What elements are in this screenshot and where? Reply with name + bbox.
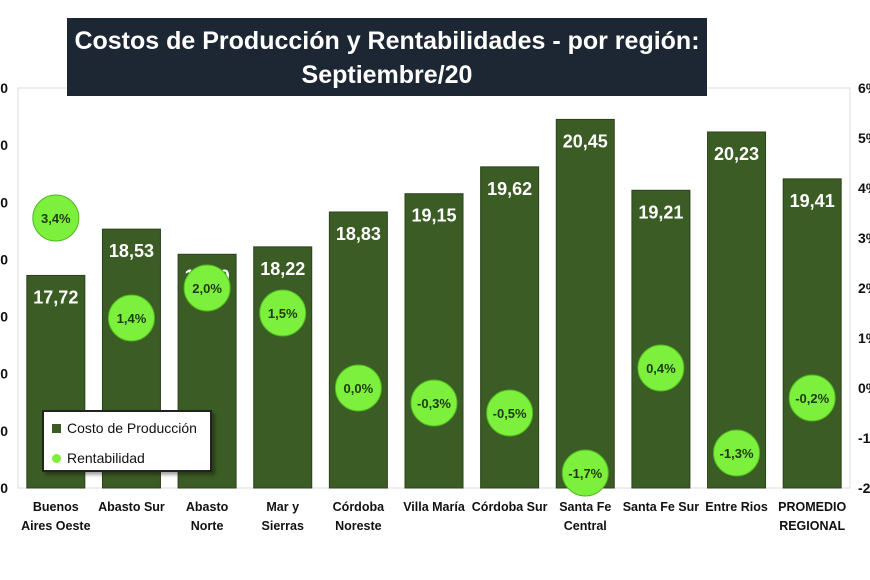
profit-dot-label: 3,4% <box>41 211 71 226</box>
bar-value-label: 20,23 <box>714 144 759 164</box>
category-label: Buenos <box>33 500 79 514</box>
profit-dot <box>788 374 836 422</box>
profit-dot <box>637 344 685 392</box>
right-tick-label: -2 <box>858 480 870 496</box>
bar <box>328 211 388 489</box>
category-label: Abasto <box>186 500 229 514</box>
legend-item-cost: Costo de Producción <box>52 420 197 436</box>
right-tick-label: 4% <box>858 180 870 196</box>
bar <box>404 193 464 489</box>
profit-dot-label: -0,2% <box>795 391 829 406</box>
bar-value-label: 19,41 <box>790 191 835 211</box>
category-label: Santa Fe Sur <box>623 500 700 514</box>
legend-label-cost: Costo de Producción <box>67 420 197 436</box>
bar <box>253 246 313 489</box>
category-label: Córdoba Sur <box>472 500 548 514</box>
bar <box>480 166 540 489</box>
bar-value-label: 19,62 <box>487 179 532 199</box>
right-tick-label: 3% <box>858 230 870 246</box>
left-tick-label: 0 <box>0 423 8 439</box>
category-label: Abasto Sur <box>98 500 165 514</box>
right-tick-label: 1% <box>858 330 870 346</box>
legend-item-profit: Rentabilidad <box>52 450 145 466</box>
profit-dot-label: -1,7% <box>568 466 602 481</box>
profit-dot-label: 0,0% <box>344 381 374 396</box>
bar <box>555 118 615 489</box>
category-label: Santa Fe <box>559 500 611 514</box>
right-tick-label: -1 <box>858 430 870 446</box>
profit-dot <box>259 289 307 337</box>
profit-dot <box>183 264 231 312</box>
category-label: Aires Oeste <box>21 519 91 533</box>
category-label: Mar y <box>266 500 299 514</box>
chart-subtitle: Septiembre/20 <box>301 61 473 89</box>
left-tick-label: 0 <box>0 366 8 382</box>
bar <box>631 189 691 489</box>
category-label: Norte <box>191 519 224 533</box>
legend-bar-swatch <box>52 423 61 433</box>
bar-value-label: 19,21 <box>638 202 683 222</box>
left-tick-label: 0 <box>0 251 8 267</box>
bar-value-label: 18,22 <box>260 259 305 279</box>
bar-value-label: 19,15 <box>411 206 456 226</box>
bar <box>782 178 842 489</box>
category-label: Noreste <box>335 519 382 533</box>
category-label: Sierras <box>262 519 304 533</box>
bar-value-label: 18,83 <box>336 224 381 244</box>
chart-legend: Costo de Producción Rentabilidad <box>42 410 212 472</box>
left-tick-label: 0 <box>0 137 8 153</box>
profit-dot-label: -1,3% <box>720 446 754 461</box>
category-label: Córdoba <box>333 500 385 514</box>
profit-dot-label: -0,5% <box>493 406 527 421</box>
right-tick-label: 6% <box>858 80 870 96</box>
profit-dot <box>32 194 80 242</box>
bar-value-label: 18,53 <box>109 241 154 261</box>
category-label: REGIONAL <box>779 519 845 533</box>
legend-dot-swatch <box>52 453 61 463</box>
bar <box>707 131 767 489</box>
profit-dot-label: 0,4% <box>646 361 676 376</box>
left-tick-label: 0 <box>0 309 8 325</box>
profit-dot <box>486 389 534 437</box>
right-tick-label: 0% <box>858 380 870 396</box>
profit-dot-label: 1,4% <box>117 311 147 326</box>
left-tick-label: 0 <box>0 194 8 210</box>
profit-dot-label: -0,3% <box>417 396 451 411</box>
right-tick-label: 5% <box>858 130 870 146</box>
bar-value-label: 17,72 <box>33 287 78 307</box>
profit-dot <box>410 379 458 427</box>
left-tick-label: 0 <box>0 80 8 96</box>
category-label: Central <box>564 519 607 533</box>
legend-label-profit: Rentabilidad <box>67 450 145 466</box>
bar-value-label: 20,45 <box>563 131 608 151</box>
profit-dot <box>561 449 609 497</box>
right-tick-label: 2% <box>858 280 870 296</box>
chart-title: Costos de Producción y Rentabilidades - … <box>74 27 700 55</box>
category-label: Villa María <box>403 500 466 514</box>
chart-title-box: Costos de Producción y Rentabilidades - … <box>67 18 707 96</box>
profit-dot-label: 2,0% <box>192 281 222 296</box>
category-label: PROMEDIO <box>778 500 846 514</box>
profit-dot-label: 1,5% <box>268 306 298 321</box>
left-tick-label: 0 <box>0 480 8 496</box>
profit-dot <box>334 364 382 412</box>
profit-dot <box>713 429 761 477</box>
category-label: Entre Rios <box>705 500 768 514</box>
profit-dot <box>107 294 155 342</box>
